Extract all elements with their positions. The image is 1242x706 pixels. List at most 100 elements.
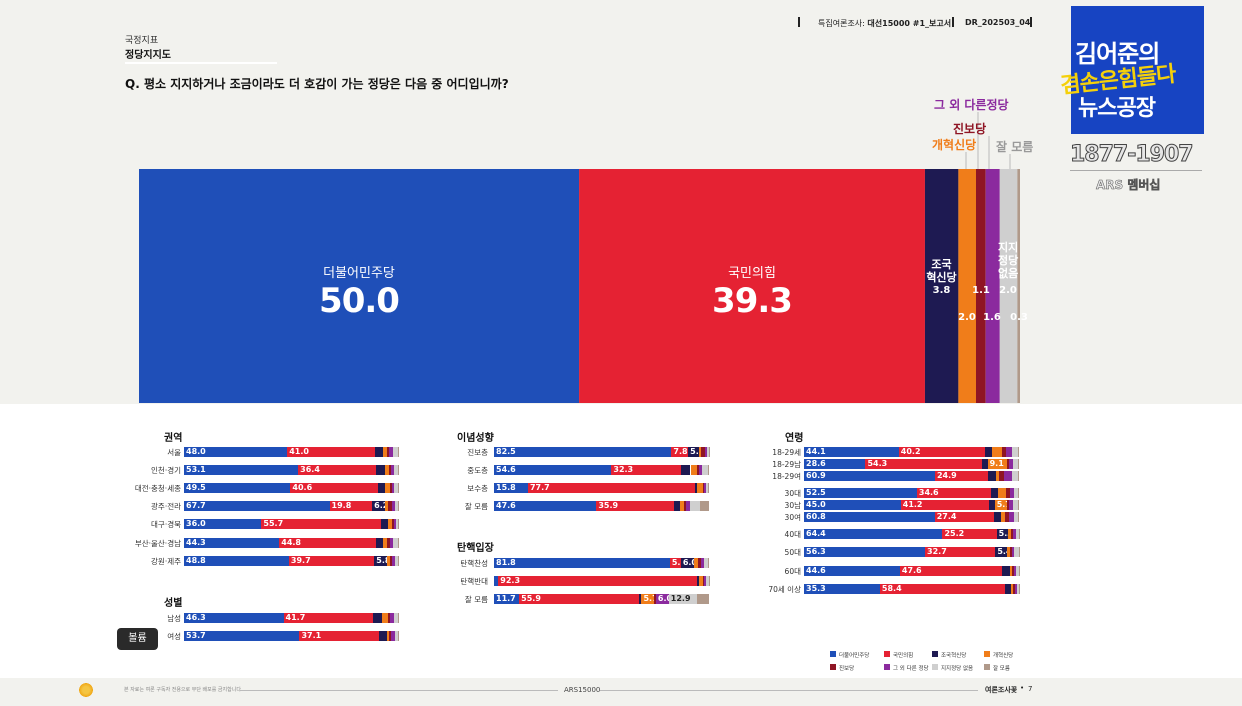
bar-segment — [398, 631, 399, 641]
main-bar-segment-0 — [139, 169, 580, 403]
bar-value-label: 64.4 — [806, 529, 826, 538]
bar-value-label: 67.7 — [186, 501, 206, 510]
row-label: 중도층 — [467, 466, 488, 475]
bar-segment — [1013, 500, 1019, 510]
bar-segment — [1018, 459, 1019, 469]
bar-segment — [1006, 500, 1010, 510]
bar-segment — [996, 529, 1008, 539]
bar-segment — [1018, 547, 1020, 557]
rebuilding-label-2: 혁신당 — [926, 271, 957, 284]
bar-segment — [705, 483, 709, 493]
progressive-party-label: 진보당 — [953, 122, 987, 136]
stacked-bar: 82.5 7.8 5.2 — [494, 447, 710, 457]
bar-value-label: 47.6 — [496, 501, 516, 510]
bar-segment — [1018, 584, 1020, 594]
bar-segment — [1014, 566, 1017, 576]
row-label: 잘 모름 — [464, 595, 488, 604]
bar-segment — [290, 483, 378, 493]
bar-value-label: 24.9 — [936, 471, 957, 480]
bar-segment — [680, 465, 691, 475]
bar-segment — [387, 501, 392, 511]
bar-segment — [1002, 566, 1010, 576]
bar-segment — [701, 558, 705, 568]
bar-segment — [997, 488, 1007, 498]
stacked-bar: 67.7 19.8 6.2 — [184, 501, 399, 511]
row-label: 잘 모름 — [464, 502, 488, 511]
bar-segment — [1006, 459, 1010, 469]
stacked-bar: 53.1 36.4 — [184, 465, 399, 475]
bar-segment — [1009, 500, 1014, 510]
bar-segment — [934, 512, 994, 522]
bar-value-label: 44.1 — [806, 447, 826, 456]
bar-value-label: 40.6 — [292, 483, 313, 492]
bar-segment — [1012, 584, 1015, 594]
main-party-support-chart — [139, 112, 1020, 403]
bar-segment — [393, 613, 399, 623]
bar-segment — [686, 501, 690, 511]
bar-segment — [804, 459, 866, 469]
bar-segment — [1014, 584, 1017, 594]
bar-segment — [390, 613, 394, 623]
bar-segment — [1014, 512, 1019, 522]
legend-swatch — [884, 664, 890, 670]
bar-segment — [985, 447, 992, 457]
bar-value-label: 41.0 — [289, 447, 309, 456]
bar-segment — [398, 501, 399, 511]
bar-segment — [372, 501, 386, 511]
bar-segment — [898, 447, 986, 457]
bar-segment — [375, 447, 383, 457]
bar-segment — [389, 631, 392, 641]
legend-label: 국민의힘 — [893, 652, 914, 659]
bar-segment — [381, 613, 389, 623]
bar-segment — [698, 576, 704, 586]
bar-segment — [1008, 529, 1012, 539]
other-party-label: 그 외 다른정당 — [934, 98, 1009, 112]
bar-value-label: 55.9 — [521, 594, 541, 603]
bar-segment — [261, 519, 382, 529]
bar-segment — [494, 558, 670, 568]
survey-label: 특집여론조사: 대선15000 #1_보고서 — [818, 19, 952, 28]
bar-segment — [394, 465, 399, 475]
dunno-label: 잘 모름 — [996, 140, 1034, 154]
bar-value-label: 32.3 — [613, 465, 634, 474]
page-number: 7 — [1028, 685, 1033, 693]
bar-value-label: 5.8 — [376, 556, 391, 565]
bar-segment — [996, 471, 1000, 481]
bar-segment — [398, 556, 399, 566]
row-label: 대전·충청·세종 — [134, 484, 181, 493]
bar-segment — [1012, 471, 1019, 481]
legend-swatch — [984, 651, 990, 657]
bar-segment — [668, 594, 697, 604]
bar-value-label: 28.6 — [806, 459, 826, 468]
footer-divider — [600, 690, 978, 691]
bar-segment — [639, 594, 642, 604]
bar-segment — [704, 447, 707, 457]
bar-value-label: 44.3 — [186, 538, 206, 547]
bar-segment — [696, 594, 709, 604]
bar-value-label: 44.8 — [281, 538, 301, 547]
bar-value-label: 36.4 — [300, 465, 320, 474]
bar-value-label: 12.9 — [670, 594, 691, 603]
bar-segment — [993, 512, 1002, 522]
bar-segment — [702, 483, 704, 493]
row-label: 18-29세 — [772, 448, 801, 457]
bar-segment — [1018, 529, 1020, 539]
bar-segment — [1009, 488, 1014, 498]
none-label-1: 지지 — [998, 241, 1019, 254]
row-label: 탄핵찬성 — [460, 559, 488, 568]
reform-value: 2.0 — [958, 312, 976, 323]
bar-segment — [386, 631, 390, 641]
bar-segment — [865, 459, 983, 469]
progressive-value: 1.1 — [972, 285, 990, 296]
none-label-3: 없음 — [998, 267, 1019, 280]
bar-segment — [1015, 529, 1019, 539]
header-category: 국정지표 — [125, 36, 159, 46]
bar-segment — [655, 594, 669, 604]
bar-segment — [382, 447, 388, 457]
bar-segment — [374, 556, 387, 566]
rebuilding-label-1: 조국 — [931, 258, 952, 271]
bar-segment — [701, 447, 705, 457]
other-value: 1.6 — [983, 312, 1001, 323]
legend-swatch — [830, 651, 836, 657]
